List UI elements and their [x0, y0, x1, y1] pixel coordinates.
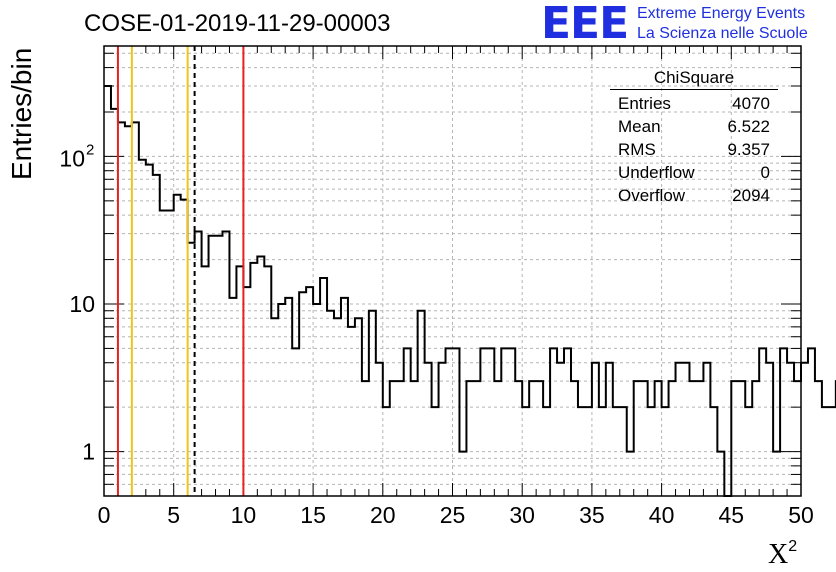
stats-row-mean: Mean 6.522: [610, 115, 778, 138]
x-tick-label: 10: [231, 502, 257, 528]
x-tick-label: 20: [370, 502, 396, 528]
plot-frame: [103, 45, 802, 497]
logo-line-2: La Scienza nelle Scuole: [637, 25, 808, 42]
stats-row-entries: Entries 4070: [610, 92, 778, 115]
x-tick-label: 5: [167, 502, 180, 528]
stats-value: 2094: [732, 186, 770, 205]
x-tick-label: 45: [719, 502, 745, 528]
y-tick-label: 1: [82, 439, 95, 465]
stats-label: Overflow: [618, 186, 686, 205]
x-axis-label-exponent: 2: [788, 538, 798, 555]
stats-box: ChiSquare Entries 4070 Mean 6.522 RMS 9.357…: [610, 68, 778, 207]
x-tick-label: 25: [440, 502, 466, 528]
x-tick-label: 35: [579, 502, 605, 528]
stats-row-underflow: Underflow 0: [610, 161, 778, 184]
stats-row-overflow: Overflow 2094: [610, 184, 778, 207]
x-axis-label-base: X: [768, 539, 789, 570]
stats-label: RMS: [618, 140, 656, 159]
x-tick-label: 40: [649, 502, 675, 528]
y-tick-label: 10: [59, 145, 85, 171]
histogram-series: [104, 85, 836, 497]
stats-value: 0: [760, 163, 770, 182]
x-tick-label: 50: [788, 502, 814, 528]
stats-value: 9.357: [727, 140, 770, 159]
page-title: COSE-01-2019-11-29-00003: [84, 10, 391, 37]
y-tick-exponent: 2: [86, 141, 94, 158]
stats-row-rms: RMS 9.357: [610, 138, 778, 161]
x-axis-label: X2: [768, 538, 797, 571]
stats-value: 6.522: [727, 117, 770, 136]
stats-title: ChiSquare: [610, 68, 778, 90]
y-tick-label: 10: [69, 291, 95, 317]
logo-text: EEE: [541, 0, 629, 49]
stats-value: 4070: [732, 94, 770, 113]
x-tick-label: 30: [509, 502, 535, 528]
x-tick-label: 0: [98, 502, 111, 528]
stats-label: Underflow: [618, 163, 695, 182]
x-tick-label: 15: [300, 502, 326, 528]
eee-logo: EEE: [541, 2, 633, 46]
stats-label: Entries: [618, 94, 671, 113]
logo-line-1: Extreme Energy Events: [637, 5, 806, 22]
y-axis-label: Entries/bin: [6, 47, 37, 180]
stats-label: Mean: [618, 117, 661, 136]
